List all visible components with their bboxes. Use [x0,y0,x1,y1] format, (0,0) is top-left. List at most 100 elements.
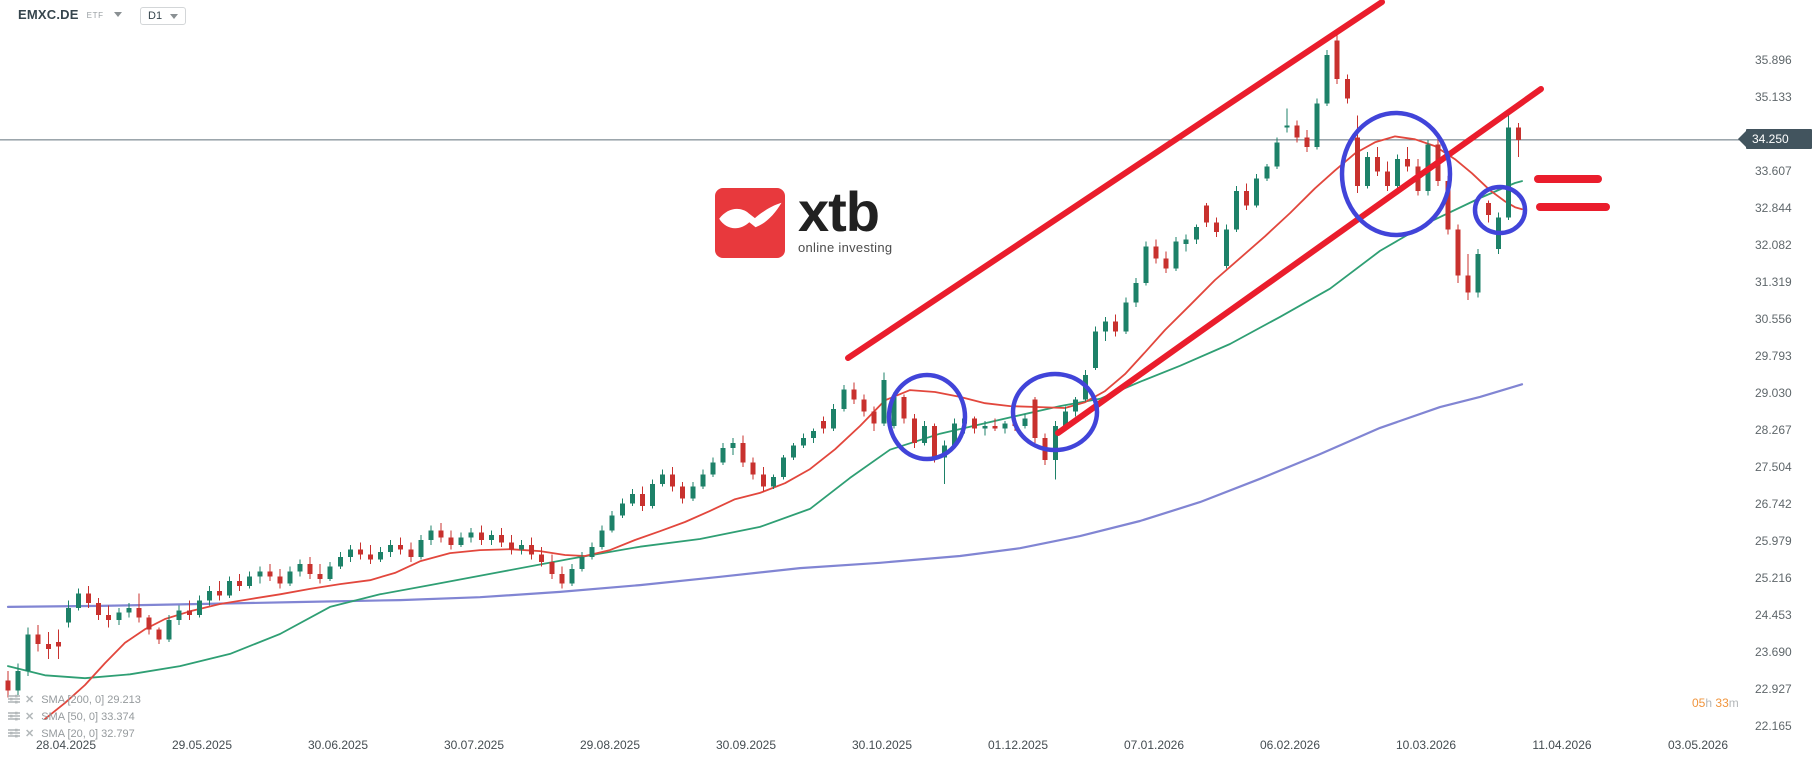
candle-body [911,418,917,443]
candle-body [801,438,807,446]
candle-body [730,442,736,448]
candle-body [710,462,716,475]
candle-body [1274,142,1280,167]
sma200-line[interactable] [6,383,1524,609]
date-tick-label: 30.07.2025 [443,738,505,752]
candle-body [891,396,897,426]
indicator-settings-icon[interactable] [8,708,20,726]
candle-body [428,530,434,540]
countdown-hours: 05 [1692,696,1706,710]
remove-indicator-icon[interactable]: ✕ [25,711,35,723]
candle-body [1364,156,1370,186]
legend-row-sma50: ✕ SMA [50, 0] 33.374 [8,708,141,725]
legend-row-sma20: ✕ SMA [20, 0] 32.797 [8,725,141,742]
candle-body [770,476,776,487]
price-tick-label: 32.844 [1755,201,1792,215]
candle-body [277,576,283,584]
trendline-annotation[interactable] [845,0,1385,361]
price-tick-label: 32.082 [1755,238,1792,252]
xtb-logo-icon [715,188,785,258]
circle-annotation[interactable] [886,372,968,462]
candle-body [1445,181,1451,230]
candle-body [861,399,867,412]
candle-body [931,425,937,458]
timeframe-value: D1 [148,10,163,22]
candle-body [448,537,454,545]
current-price-value: 34.250 [1752,132,1789,146]
candle-body [1072,399,1078,412]
candle-body [1485,202,1491,216]
circle-annotation[interactable] [1010,371,1100,453]
sma50-line[interactable] [7,180,1523,680]
candle-body [1153,246,1159,259]
date-tick-label: 03.05.2026 [1667,738,1729,752]
brand-text: xtb [798,180,880,243]
candle-body [1193,227,1199,240]
candle-body [1294,125,1300,138]
candle-body [1284,125,1290,128]
candle-body [227,581,233,596]
candle-body [408,549,414,557]
indicator-settings-icon[interactable] [8,725,20,743]
timeframe-dropdown[interactable]: D1 [140,7,186,25]
candle-body [86,593,92,604]
candle-body [166,619,172,640]
candle-body [1103,321,1109,332]
candle-body [579,556,585,570]
trendline-annotation[interactable] [1055,86,1544,436]
candle-body [45,644,51,650]
symbol-selector[interactable]: EMXC.DE ETF [18,7,122,22]
indicator-legend: ✕ SMA [200, 0] 29.213 ✕ SMA [50, 0] 33.3… [8,691,141,742]
candle-body [1183,239,1189,245]
candle-body [378,552,384,560]
legend-label: SMA [50, 0] 33.374 [41,710,135,723]
candle-body [136,607,142,618]
price-tick-label: 28.267 [1755,423,1792,437]
candle-body [1385,171,1391,186]
time-axis[interactable]: 28.04.2025 29.05.2025 30.06.2025 30.07.2025… [0,730,1746,761]
candle-body [146,617,152,630]
date-tick-label: 29.08.2025 [579,738,641,752]
candle-body [1002,423,1008,429]
candle-body [1324,54,1330,104]
candle-body [237,581,243,587]
current-price-badge: 34.250 [1738,129,1812,149]
indicator-settings-icon[interactable] [8,691,20,709]
chevron-down-icon[interactable] [113,12,122,17]
circle-annotation[interactable] [1339,110,1453,238]
candle-body [5,680,11,691]
candle-body [247,576,253,587]
candle-body [1062,411,1068,426]
candle-body [750,462,756,475]
remove-indicator-icon[interactable]: ✕ [25,728,35,740]
candle-body [790,445,796,458]
price-tick-label: 25.216 [1755,571,1792,585]
candle-body [690,486,696,499]
date-tick-label: 10.03.2026 [1395,738,1457,752]
circle-annotation[interactable] [1472,184,1528,236]
legend-label: SMA [200, 0] 29.213 [41,693,141,706]
candle-body [126,607,132,613]
remove-indicator-icon[interactable]: ✕ [25,694,35,706]
date-tick-label: 11.04.2026 [1532,738,1592,752]
candle-body [478,532,484,540]
date-tick-label: 07.01.2026 [1123,738,1185,752]
price-badge-notch [1738,131,1746,147]
candle-body [609,515,615,531]
candles-layer[interactable] [5,33,1522,698]
candle-body [1173,241,1179,269]
candle-body [1505,127,1511,218]
candle-body [599,530,605,548]
candle-body [1264,166,1270,179]
candle-body [1516,127,1521,140]
candle-body [760,474,766,487]
price-tick-label: 33.607 [1755,164,1792,178]
price-tick-label: 30.556 [1755,312,1792,326]
candle-body [1113,321,1119,332]
candle-body [992,425,998,429]
candle-body [468,532,474,538]
candle-body [1203,205,1209,223]
price-axis[interactable]: 35.89635.13334.37033.60732.84432.08231.3… [1746,0,1816,761]
price-tick-label: 26.742 [1755,497,1792,511]
